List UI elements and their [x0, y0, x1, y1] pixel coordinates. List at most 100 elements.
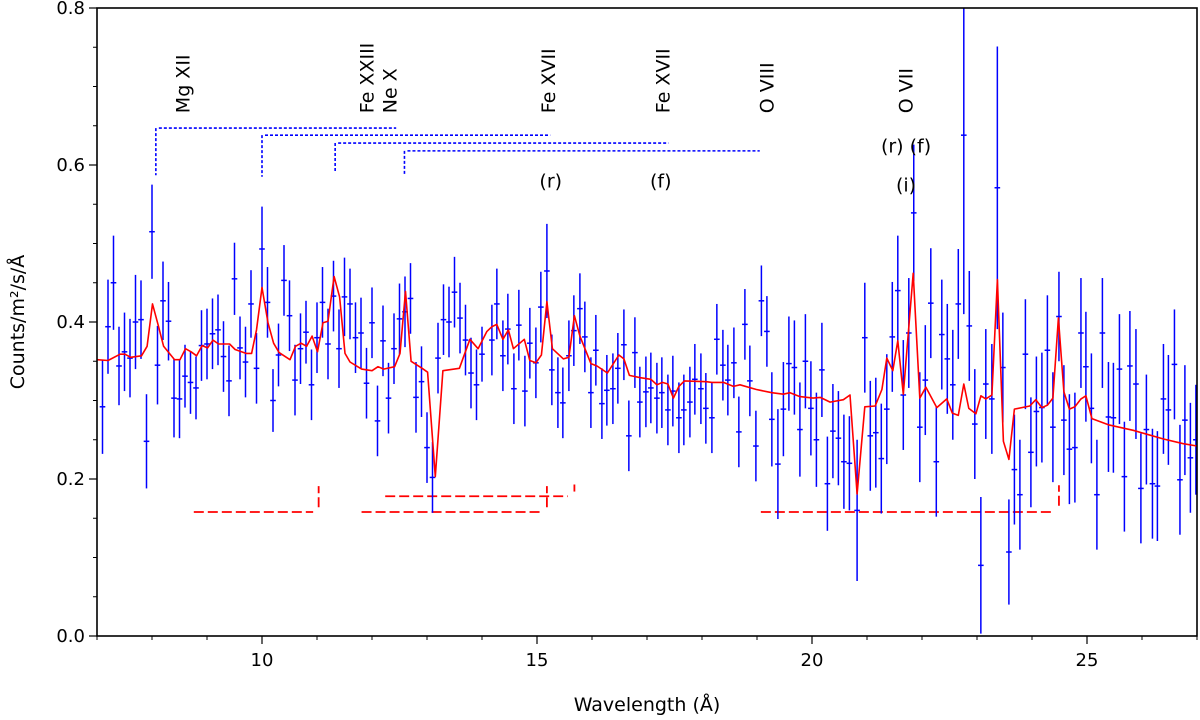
data-point: [435, 322, 441, 394]
data-point: [127, 318, 133, 398]
data-point: [676, 382, 682, 454]
data-point: [500, 320, 506, 392]
data-point: [116, 326, 122, 406]
data-point: [786, 316, 792, 411]
data-point: [418, 346, 425, 417]
data-point: [391, 313, 397, 385]
data-point: [1143, 374, 1150, 485]
data-point: [297, 313, 304, 385]
data-point: [582, 301, 588, 373]
data-point: [1154, 431, 1161, 542]
data-point: [802, 314, 809, 409]
x-tick-label: 20: [801, 650, 824, 671]
data-point: [209, 298, 216, 370]
data-point: [505, 293, 511, 365]
data-point: [516, 289, 522, 361]
data-point: [1160, 343, 1167, 454]
data-point: [731, 327, 737, 399]
data-point: [884, 354, 890, 465]
data-point: [286, 280, 293, 352]
data-point: [1149, 428, 1156, 539]
ion-line-label: Fe XVII: [538, 48, 560, 113]
y-tick-label: 0.8: [56, 0, 85, 19]
data-point: [900, 340, 907, 450]
x-tick-label: 15: [526, 650, 549, 671]
data-point: [237, 316, 243, 380]
data-point: [753, 410, 759, 482]
data-point: [248, 270, 254, 338]
data-point: [769, 372, 775, 467]
data-point: [220, 321, 227, 392]
data-point: [527, 307, 533, 379]
data-point: [910, 144, 917, 282]
data-point: [1017, 439, 1023, 550]
data-point: [292, 344, 298, 416]
data-point: [215, 294, 221, 366]
data-point: [171, 358, 177, 438]
data-point: [385, 362, 392, 434]
data-point: [270, 369, 276, 432]
line-labels-layer: Mg XII Fe XXIII Ne X Fe XVII Fe XVII O VIII O …: [172, 43, 931, 197]
data-point: [374, 385, 381, 457]
data-point: [714, 303, 720, 375]
ion-line-label: O VIII: [756, 62, 778, 113]
data-point: [878, 403, 885, 514]
data-point: [1187, 402, 1194, 513]
data-point: [1110, 362, 1117, 473]
data-point: [725, 344, 731, 416]
plot-frame: [96, 7, 1198, 637]
ion-line-label: Fe XVII: [652, 48, 674, 113]
data-point: [396, 283, 403, 355]
data-point: [698, 353, 704, 425]
data-point: [1099, 278, 1106, 388]
data-point: [978, 497, 984, 634]
data-point: [895, 235, 901, 346]
ion-line-label: Ne X: [380, 68, 402, 113]
data-point: [961, 8, 967, 315]
data-point: [451, 256, 458, 328]
data-point: [637, 366, 643, 438]
data-point: [538, 271, 544, 343]
data-point: [160, 261, 166, 341]
x-tick-label: 10: [251, 650, 274, 671]
data-point: [797, 382, 803, 477]
data-point: [457, 282, 463, 354]
data-point: [626, 400, 632, 472]
data-point: [1022, 299, 1029, 410]
data-point: [808, 361, 814, 456]
data-point: [928, 248, 934, 359]
data-point: [867, 380, 874, 491]
data-point: [407, 263, 414, 334]
ion-line-label: Fe XXIII: [357, 43, 379, 113]
data-point: [479, 326, 485, 382]
annotations-layer: [155, 127, 1060, 513]
data-point: [132, 274, 139, 370]
x-axis-label: Wavelength (Å): [574, 693, 721, 716]
data-point: [873, 377, 879, 488]
data-points-layer: [99, 8, 1197, 634]
axes-layer: 10 15 20 25 0.0 0.2 0.4 0.6 0.8: [56, 0, 1198, 671]
data-point: [446, 286, 452, 358]
y-axis-label: Counts/m²/s/Å: [6, 255, 29, 390]
data-point: [1028, 397, 1034, 508]
data-point: [775, 409, 781, 520]
data-point: [1121, 421, 1128, 532]
data-point: [621, 309, 627, 381]
data-point: [462, 304, 469, 376]
data-point: [747, 345, 753, 417]
data-point: [593, 314, 599, 386]
data-point: [555, 357, 561, 428]
ion-line-label: O VII: [896, 68, 918, 113]
data-point: [489, 304, 495, 376]
data-point: [687, 366, 693, 438]
data-point: [643, 356, 649, 428]
data-point: [824, 436, 831, 531]
y-tick-label: 0.0: [56, 626, 85, 647]
data-point: [972, 369, 978, 479]
model-line: [97, 272, 1197, 495]
data-point: [1083, 311, 1089, 422]
data-point: [648, 352, 654, 424]
data-point: [819, 322, 825, 417]
data-point: [413, 362, 419, 433]
data-point: [692, 343, 698, 415]
